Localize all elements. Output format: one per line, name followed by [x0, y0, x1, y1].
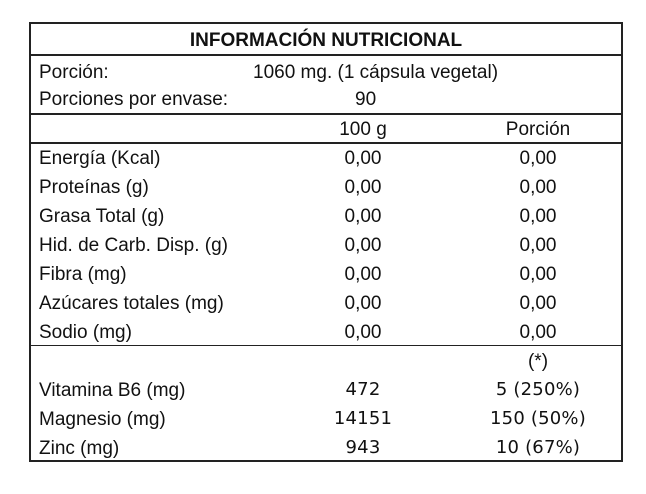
nutrient-porcion: 0,00	[519, 293, 557, 314]
nutrient-porcion: 0,00	[519, 322, 557, 343]
title-divider	[31, 54, 621, 56]
nutrient-per100: 0,00	[344, 235, 382, 256]
nutrient-name: Energía (Kcal)	[39, 148, 161, 169]
mineral-porcion: 5 (250%)	[495, 379, 581, 400]
mineral-per100: 14151	[333, 408, 393, 429]
nutrient-porcion: 0,00	[519, 235, 557, 256]
mineral-name: Vitamina B6 (mg)	[39, 380, 186, 401]
nutrient-per100: 0,00	[344, 293, 382, 314]
nutrient-per100: 0,00	[344, 177, 382, 198]
servings-per-container-label: Porciones por envase:	[39, 89, 229, 110]
serving-size-label: Porción:	[39, 62, 109, 83]
nutrient-name: Proteínas (g)	[39, 177, 149, 198]
mineral-porcion: 10 (67%)	[495, 437, 581, 458]
mineral-name: Zinc (mg)	[39, 438, 120, 459]
nutrient-name: Fibra (mg)	[39, 264, 127, 285]
mineral-per100: 943	[345, 437, 381, 458]
column-header-porcion: Porción	[505, 119, 571, 140]
serving-size-value: 1060 mg. (1 cápsula vegetal)	[253, 62, 499, 83]
column-header-per100: 100 g	[339, 119, 387, 140]
servings-per-container-value: 90	[355, 89, 377, 110]
nutrients-divider	[31, 345, 621, 346]
nutrient-porcion: 0,00	[519, 177, 557, 198]
nutrient-per100: 0,00	[344, 322, 382, 343]
mineral-per100: 472	[345, 379, 381, 400]
mineral-porcion: 150 (50%)	[490, 408, 586, 429]
nutrient-per100: 0,00	[344, 148, 382, 169]
nutrient-name: Hid. de Carb. Disp. (g)	[39, 235, 229, 256]
nutrient-per100: 0,00	[344, 206, 382, 227]
nutrition-facts-table: INFORMACIÓN NUTRICIONAL Porción: 1060 mg…	[29, 22, 623, 462]
table-title: INFORMACIÓN NUTRICIONAL	[189, 30, 463, 51]
header-divider	[31, 113, 621, 115]
nutrient-porcion: 0,00	[519, 206, 557, 227]
nutrient-name: Sodio (mg)	[39, 322, 132, 343]
nutrient-per100: 0,00	[344, 264, 382, 285]
mineral-name: Magnesio (mg)	[39, 409, 166, 430]
columns-divider	[31, 142, 621, 144]
nutrient-porcion: 0,00	[519, 264, 557, 285]
nutrient-name: Grasa Total (g)	[39, 206, 165, 227]
nutrient-porcion: 0,00	[519, 148, 557, 169]
nutrient-name: Azúcares totales (mg)	[39, 293, 224, 314]
footnote-mark: (*)	[527, 351, 549, 372]
